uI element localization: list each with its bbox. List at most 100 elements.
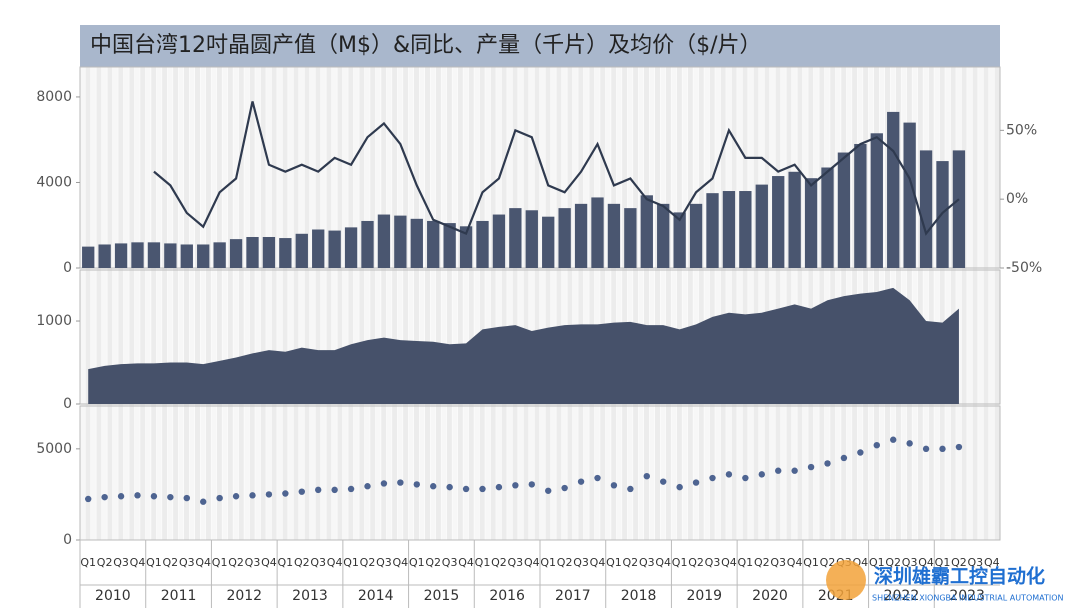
stripe <box>80 67 85 540</box>
stripe <box>978 67 984 540</box>
bar <box>476 220 489 268</box>
dot <box>232 493 240 500</box>
dot <box>906 440 913 447</box>
bar <box>295 233 308 268</box>
stripe <box>611 67 617 540</box>
stripe <box>342 67 348 540</box>
stripe <box>446 67 452 540</box>
x-tick-label: Q3 <box>639 556 655 569</box>
dot <box>561 484 568 492</box>
dot <box>709 474 716 482</box>
x-tick-label: Q2 <box>294 556 310 569</box>
y-tick-label: 0 <box>63 396 72 412</box>
x-tick-label: Q3 <box>310 556 326 569</box>
stripe <box>496 67 502 540</box>
stripe <box>709 67 715 540</box>
dot <box>775 467 782 474</box>
watermark-subtitle: SHENZHEN XIONGBA INDUSTRIAL AUTOMATION <box>872 594 1064 603</box>
bar <box>574 203 588 268</box>
stripe <box>923 67 929 540</box>
stripe <box>271 67 277 540</box>
stripe <box>994 67 1000 540</box>
stripe <box>512 67 518 540</box>
stripe <box>452 67 458 540</box>
stripe <box>786 67 792 540</box>
stripe <box>770 67 775 540</box>
stripe <box>129 67 135 540</box>
bar <box>312 229 325 268</box>
year-label: 2015 <box>424 588 460 604</box>
stripe <box>813 67 819 540</box>
stripe <box>622 67 628 540</box>
year-label: 2013 <box>292 588 328 604</box>
stripe <box>293 67 299 540</box>
x-tick-label: Q2 <box>163 556 179 569</box>
dot <box>495 483 503 491</box>
bar <box>624 208 637 268</box>
stripe <box>315 67 321 540</box>
year-label: 2022 <box>884 588 920 604</box>
stripe <box>594 67 600 540</box>
y-tick-label: 5000 <box>36 441 72 457</box>
stripe <box>320 67 326 540</box>
bar <box>689 203 703 268</box>
dot <box>249 492 256 499</box>
stripe <box>348 67 354 540</box>
stripe <box>479 67 485 540</box>
y-tick-label: 0 <box>63 260 72 276</box>
y-tick-label: 4000 <box>36 174 72 190</box>
bar <box>262 236 276 268</box>
dot <box>890 436 897 443</box>
dot <box>380 480 388 487</box>
dot <box>512 482 519 489</box>
dot <box>315 486 322 494</box>
dot <box>627 485 634 493</box>
stripe <box>753 67 759 540</box>
dot <box>528 481 535 488</box>
year-label: 2014 <box>358 588 394 604</box>
bar <box>722 191 736 268</box>
stripe <box>397 67 403 540</box>
dot <box>298 488 305 495</box>
stripe <box>156 67 162 540</box>
x-tick-label: Q1 <box>212 556 228 569</box>
stripe <box>435 67 441 540</box>
stripe <box>802 67 808 540</box>
stripe <box>644 67 650 540</box>
stripe <box>101 67 107 540</box>
stripe <box>655 67 660 540</box>
x-tick-label: Q4 <box>393 556 409 569</box>
stripe <box>742 67 748 540</box>
stripe <box>485 67 491 540</box>
dot <box>873 441 880 449</box>
x-tick-label: Q2 <box>425 556 441 569</box>
bar <box>821 167 834 268</box>
stripe <box>791 67 797 540</box>
stripe <box>216 67 222 540</box>
bar <box>164 243 177 268</box>
stripe <box>627 67 633 540</box>
x-tick-label: Q1 <box>869 556 885 569</box>
x-tick-label: Q3 <box>376 556 392 569</box>
year-label: 2023 <box>949 588 985 604</box>
year-label: 2016 <box>489 588 525 604</box>
y-tick-label: 8000 <box>36 89 72 105</box>
bar <box>344 227 358 268</box>
stripe <box>687 67 693 540</box>
x-tick-label: Q2 <box>360 556 376 569</box>
x-tick-label: Q3 <box>902 556 918 569</box>
watermark: 深圳雄霸工控自动化 <box>874 565 1045 588</box>
stripe <box>249 67 255 540</box>
x-tick-label: Q4 <box>721 556 737 569</box>
dot <box>430 483 437 490</box>
dot <box>413 481 420 488</box>
stripe <box>260 67 266 540</box>
stripe <box>364 67 370 540</box>
stripe <box>282 67 288 540</box>
stripe <box>638 67 644 540</box>
stripe <box>490 67 496 540</box>
stripe <box>693 67 699 540</box>
x-tick-label: Q2 <box>951 556 967 569</box>
stripe <box>589 67 595 540</box>
dot <box>939 445 946 453</box>
